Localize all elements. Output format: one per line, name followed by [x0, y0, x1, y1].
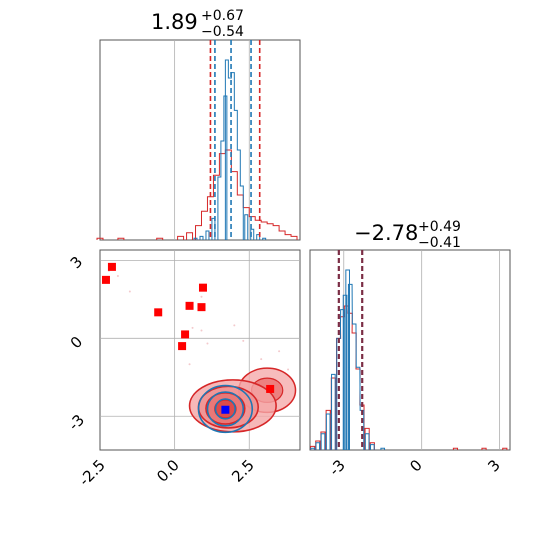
joint-sample-point: [233, 324, 236, 327]
joint-sample-point: [116, 274, 119, 277]
param1-histograms: [96, 40, 298, 240]
joint-ytick-label: 0: [67, 333, 86, 352]
joint-contour-blue: [197, 384, 254, 434]
param1-title-plus: +0.67: [201, 8, 244, 24]
joint-frame: [99, 249, 301, 451]
joint-sample-point: [206, 342, 209, 345]
joint-sample-point: [128, 290, 131, 293]
joint-marker-red: [107, 262, 116, 271]
joint-xtick-label: -2.5: [75, 456, 108, 489]
marginal-param2-frame: [309, 249, 511, 451]
joint-ytick-label: 3: [67, 253, 86, 272]
joint-x-ticks: -2.5 0.0 2.5: [75, 456, 257, 489]
joint-contour-blue: [214, 398, 237, 420]
param2-title-plus: +0.49: [418, 219, 461, 235]
joint-marker-red: [101, 275, 110, 284]
param2-title-median: −2.78: [354, 221, 418, 245]
joint-sample-point: [191, 326, 194, 329]
joint-xtick-label: 0.0: [153, 456, 183, 486]
joint-marker-red: [154, 308, 163, 317]
joint-sample-point: [200, 329, 203, 332]
joint-sample-point: [278, 350, 281, 353]
param2-xtick-label: 0: [406, 456, 425, 475]
param1-title-minus: −0.54: [201, 24, 244, 40]
param2-title: −2.78 +0.49 −0.41: [354, 219, 461, 251]
param2-xtick-label: -3: [326, 456, 349, 479]
joint-marker-red: [266, 384, 275, 393]
joint-marker-red: [197, 303, 206, 312]
param1-title-median: 1.89: [151, 10, 198, 34]
param1-hist-red: [96, 149, 298, 240]
joint-marker-red: [181, 330, 190, 339]
joint-marker-red: [185, 301, 194, 310]
joint-sample-point: [287, 368, 290, 371]
joint-contour-blue: [206, 391, 245, 427]
param2-x-ticks: -3 0 3: [326, 456, 504, 479]
joint-contours-and-points: [101, 262, 297, 434]
param2-hist-blue: [310, 269, 386, 450]
joint-sample-point: [200, 295, 203, 298]
joint-marker-blue: [221, 405, 230, 414]
joint-y-ticks: -3 0 3: [65, 253, 88, 434]
joint-xtick-label: 2.5: [228, 456, 258, 486]
joint-sample-point: [260, 358, 263, 361]
joint-ytick-label: -3: [65, 411, 88, 434]
marginal-param1-frame: [99, 39, 301, 241]
joint-sample-point: [242, 339, 245, 342]
param2-title-minus: −0.41: [418, 235, 461, 251]
param1-title: 1.89 +0.67 −0.54: [151, 8, 244, 40]
param1-hist-blue: [193, 59, 267, 240]
joint-sample-point: [188, 363, 191, 366]
param2-hist-red: [310, 305, 508, 450]
param2-xtick-label: 3: [484, 456, 503, 475]
param2-histograms: [310, 250, 508, 450]
joint-marker-red: [178, 342, 187, 351]
joint-marker-red: [198, 283, 207, 292]
